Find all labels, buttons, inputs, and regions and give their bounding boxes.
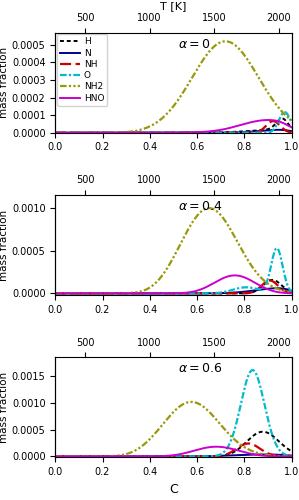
Text: $\alpha = 0.6$: $\alpha = 0.6$ — [178, 362, 223, 376]
X-axis label: C: C — [169, 483, 178, 496]
Text: $\alpha = 0$: $\alpha = 0$ — [178, 38, 211, 51]
Y-axis label: mass fraction: mass fraction — [0, 47, 9, 118]
X-axis label: T [K]: T [K] — [160, 0, 187, 10]
Text: $\alpha = 0.4$: $\alpha = 0.4$ — [178, 200, 223, 213]
Y-axis label: mass fraction: mass fraction — [0, 372, 9, 443]
Y-axis label: mass fraction: mass fraction — [0, 210, 9, 280]
Legend: H, N, NH, O, NH2, HNO: H, N, NH, O, NH2, HNO — [57, 34, 107, 106]
